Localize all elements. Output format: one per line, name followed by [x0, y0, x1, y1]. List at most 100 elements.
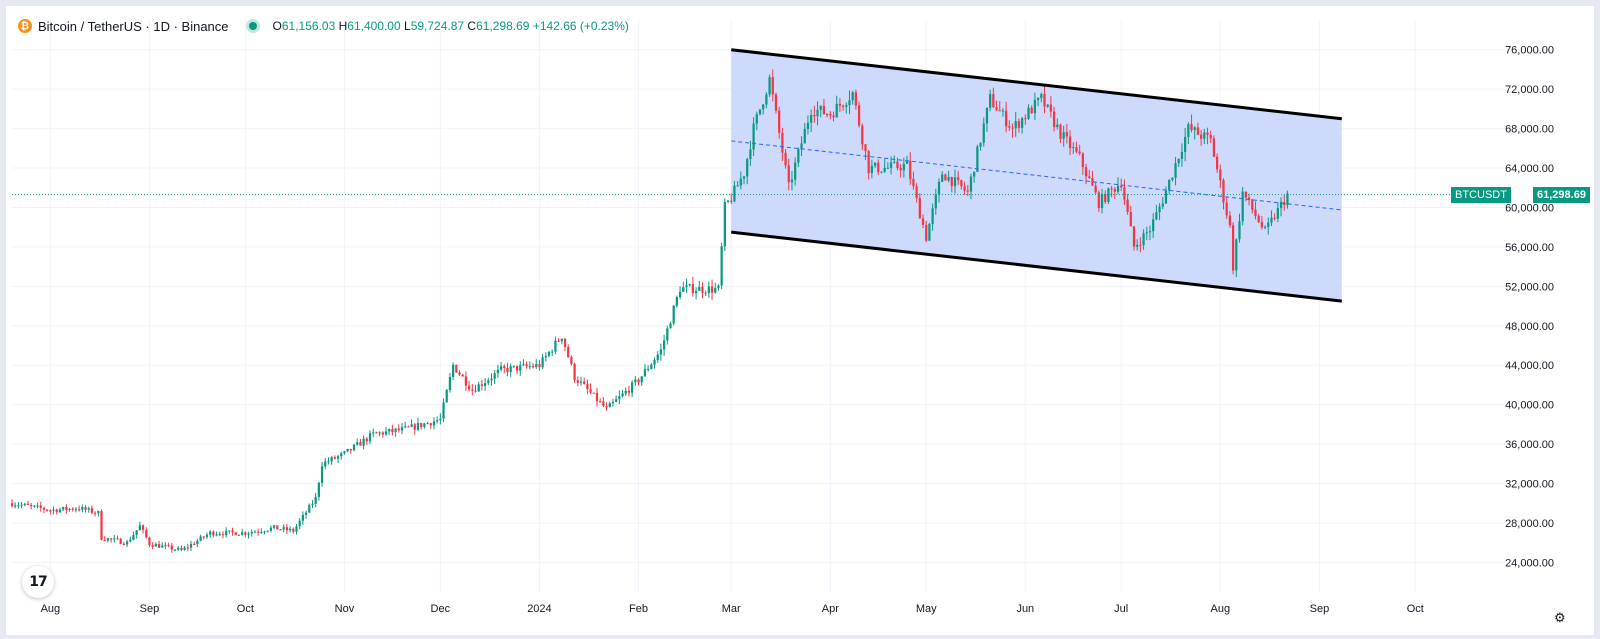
candle-body: [1043, 93, 1046, 107]
candle-body: [320, 466, 324, 483]
candle-body: [797, 149, 800, 163]
candle-body: [1260, 222, 1263, 228]
candle-body: [33, 505, 36, 507]
candle-body: [23, 503, 26, 505]
candle-body: [1187, 124, 1190, 137]
x-tick-label: Feb: [629, 603, 648, 615]
candle-body: [1161, 203, 1164, 207]
candle-body: [669, 323, 672, 329]
candle-body: [893, 161, 896, 163]
candle-body: [659, 349, 663, 355]
candle-body: [1203, 132, 1206, 139]
y-tick-label: 52,000.00: [1505, 281, 1554, 293]
candle-body: [746, 158, 749, 177]
candle-body: [228, 530, 231, 532]
candle-body: [336, 456, 340, 459]
candle-body: [1155, 212, 1158, 220]
candle-body: [1247, 197, 1251, 200]
candle-body: [627, 390, 631, 393]
candle-body: [1129, 212, 1132, 227]
candle-body: [1021, 118, 1024, 128]
candle-body: [950, 176, 953, 187]
candle-body: [647, 368, 650, 370]
candle-body: [477, 384, 480, 392]
candle-body: [941, 174, 944, 182]
candle-body: [618, 396, 621, 400]
candle-body: [1276, 207, 1279, 219]
candle-body: [1180, 151, 1184, 159]
candle-body: [531, 366, 535, 368]
symbol-title[interactable]: Bitcoin / TetherUS · 1D · Binance: [38, 18, 229, 34]
candle-body: [1081, 153, 1084, 168]
candle-body: [1209, 134, 1212, 139]
candle-body: [1177, 158, 1180, 164]
candle-body: [1008, 126, 1011, 128]
candle-body: [1174, 163, 1177, 178]
candle-body: [870, 165, 873, 174]
candle-body: [397, 428, 400, 431]
candle-body: [177, 548, 180, 550]
candle-body: [365, 438, 368, 442]
candle-body: [567, 347, 570, 358]
candle-body: [1030, 107, 1033, 114]
candle-body: [982, 123, 985, 143]
candle-body: [957, 177, 960, 181]
candle-body: [276, 525, 279, 530]
candle-body: [554, 340, 557, 352]
candle-body: [1215, 156, 1219, 170]
candle-body: [755, 114, 758, 124]
candle-body: [937, 181, 941, 195]
candle-body: [841, 105, 845, 107]
candle-body: [819, 105, 822, 110]
candle-body: [995, 107, 998, 111]
candle-body: [496, 369, 499, 374]
candle-body: [445, 389, 448, 403]
candle-body: [1219, 169, 1222, 181]
candle-body: [1001, 110, 1005, 112]
candle-body: [1286, 193, 1289, 205]
channel-mid-line: [731, 140, 1342, 211]
candle-body: [666, 328, 669, 341]
candle-body: [921, 218, 925, 225]
candle-body: [583, 381, 586, 384]
candle-body: [931, 208, 934, 224]
candle-body: [992, 94, 995, 108]
candle-body: [1017, 121, 1021, 128]
candle-body: [1190, 124, 1193, 131]
candle-body: [560, 338, 563, 342]
candle-body: [46, 509, 49, 511]
candle-body: [1056, 124, 1059, 128]
candle-body: [189, 544, 193, 548]
candle-body: [170, 545, 173, 550]
candle-body: [595, 392, 599, 402]
candle-body: [311, 503, 314, 505]
candle-body: [800, 143, 803, 150]
candle-body: [851, 92, 854, 101]
candle-body: [781, 132, 784, 153]
tradingview-logo-icon[interactable]: 17: [22, 566, 54, 598]
candle-body: [816, 109, 819, 117]
candle-body: [790, 179, 794, 183]
candle-body: [1084, 167, 1088, 177]
candle-body: [1158, 206, 1161, 213]
candle-body: [845, 105, 848, 107]
candle-body: [301, 514, 305, 521]
settings-gear-icon[interactable]: ⚙: [1554, 610, 1566, 625]
candle-body: [570, 357, 573, 364]
candle-body: [1235, 239, 1238, 271]
candle-body: [180, 548, 183, 551]
candle-body: [631, 382, 634, 393]
candle-body: [803, 128, 806, 144]
parallel-channel-fill: [731, 49, 1342, 302]
candle-body: [1142, 233, 1145, 246]
market-status-icon[interactable]: [248, 22, 257, 30]
candle-body: [813, 115, 816, 117]
candle-body: [810, 115, 813, 123]
candle-body: [1273, 217, 1276, 219]
candle-body: [1046, 104, 1049, 107]
candle-body: [762, 104, 765, 110]
candle-body: [212, 531, 215, 536]
candle-body: [1222, 180, 1225, 203]
candle-body: [707, 286, 710, 294]
